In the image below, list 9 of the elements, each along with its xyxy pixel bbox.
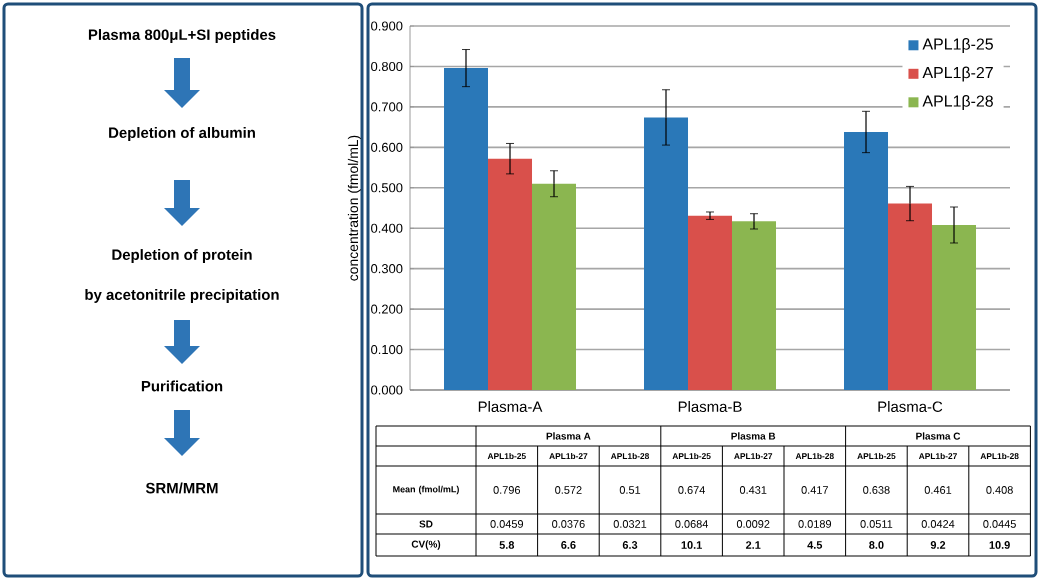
bar [444,68,488,391]
bar [844,131,889,391]
bar [488,158,533,391]
bar [644,117,689,391]
bar [888,203,933,391]
bar [932,224,977,391]
bar [732,221,777,391]
bar [532,183,577,391]
bar [688,215,733,391]
